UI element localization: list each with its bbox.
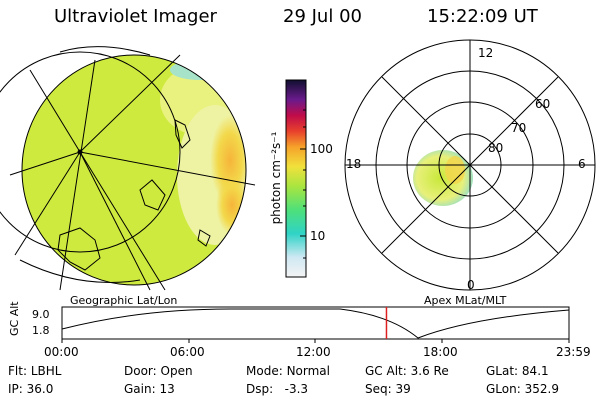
info-gain: Gain: 13 — [124, 382, 175, 396]
info-gc-alt: GC Alt: 3.6 Re — [365, 364, 449, 378]
x-tick-0000: 00:00 — [44, 345, 79, 359]
timeline-right-title: Apex MLat/MLT — [424, 294, 507, 307]
mlt-label-12: 12 — [478, 46, 494, 60]
date-label: 29 Jul 00 — [283, 6, 362, 27]
x-tick-0600: 06:00 — [170, 345, 205, 359]
x-tick-1200: 12:00 — [296, 345, 331, 359]
mlt-label-18: 18 — [346, 157, 362, 171]
lat-label-80: 80 — [488, 141, 504, 155]
info-dsp: Dsp: -3.3 — [246, 382, 309, 396]
x-tick-1800: 18:00 — [423, 345, 458, 359]
info-seq: Seq: 39 — [365, 382, 411, 396]
info-glon: GLon: 352.9 — [486, 382, 559, 396]
timeline-y-label: GC Alt — [8, 301, 21, 336]
y-tick-high: 9.0 — [32, 308, 50, 321]
info-glat: GLat: 84.1 — [486, 364, 549, 378]
x-tick-2359: 23:59 — [556, 345, 591, 359]
y-tick-low: 1.8 — [32, 324, 50, 337]
info-flt: Flt: LBHL — [8, 364, 62, 378]
lat-label-70: 70 — [511, 121, 527, 135]
colorbar-tick-100: 100 — [310, 142, 333, 156]
info-ip: IP: 36.0 — [8, 382, 54, 396]
colorbar-tick-10: 10 — [310, 229, 326, 243]
mlt-label-6: 6 — [578, 157, 586, 171]
instrument-title: Ultraviolet Imager — [54, 6, 217, 27]
timeline-left-title: Geographic Lat/Lon — [70, 294, 178, 307]
info-mode: Mode: Normal — [246, 364, 330, 378]
time-label: 15:22:09 UT — [427, 6, 538, 27]
info-door: Door: Open — [124, 364, 193, 378]
mlt-label-0: 0 — [467, 278, 475, 292]
lat-label-60: 60 — [535, 97, 551, 111]
